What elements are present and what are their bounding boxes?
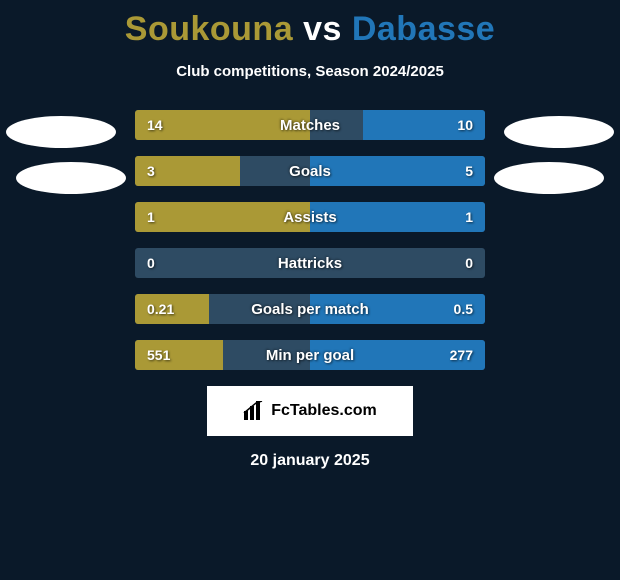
bar-fill-player2 (310, 294, 485, 324)
bar-fill-player2 (310, 156, 485, 186)
page-title: Soukouna vs Dabasse (0, 0, 620, 49)
bar-track-left (135, 248, 310, 278)
chart-logo-icon (243, 401, 265, 421)
title-player2: Dabasse (352, 10, 495, 48)
credit-text: FcTables.com (271, 402, 377, 420)
stat-row: 35Goals (135, 156, 485, 186)
stat-row: 11Assists (135, 202, 485, 232)
date-text: 20 january 2025 (0, 452, 620, 470)
subtitle: Club competitions, Season 2024/2025 (0, 63, 620, 80)
stat-bars: 1410Matches 35Goals 11Assists 00Hattricks 0.… (135, 110, 485, 370)
bar-fill-player2 (310, 340, 485, 370)
bar-fill-player2 (363, 110, 486, 140)
stat-row: 551277Min per goal (135, 340, 485, 370)
bar-fill-player1 (135, 340, 223, 370)
title-player1: Soukouna (125, 10, 293, 48)
bar-fill-player2 (310, 202, 485, 232)
bar-fill-player1 (135, 110, 310, 140)
credit-box: FcTables.com (207, 386, 413, 436)
bar-fill-player1 (135, 156, 240, 186)
player1-avatar-icon (6, 116, 116, 148)
stat-row: 00Hattricks (135, 248, 485, 278)
bar-fill-player1 (135, 294, 209, 324)
title-vs: vs (303, 10, 342, 48)
stat-row: 1410Matches (135, 110, 485, 140)
player1-shadow-icon (16, 162, 126, 194)
player2-avatar-icon (504, 116, 614, 148)
bar-fill-player1 (135, 202, 310, 232)
comparison-arena: 1410Matches 35Goals 11Assists 00Hattricks 0.… (0, 110, 620, 370)
stat-row: 0.210.5Goals per match (135, 294, 485, 324)
bar-track-right (310, 248, 485, 278)
player2-shadow-icon (494, 162, 604, 194)
